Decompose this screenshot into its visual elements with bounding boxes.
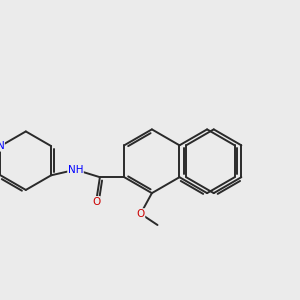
Text: NH: NH <box>68 165 83 175</box>
Text: O: O <box>92 196 100 207</box>
Text: N: N <box>0 141 4 151</box>
Text: O: O <box>136 209 145 219</box>
